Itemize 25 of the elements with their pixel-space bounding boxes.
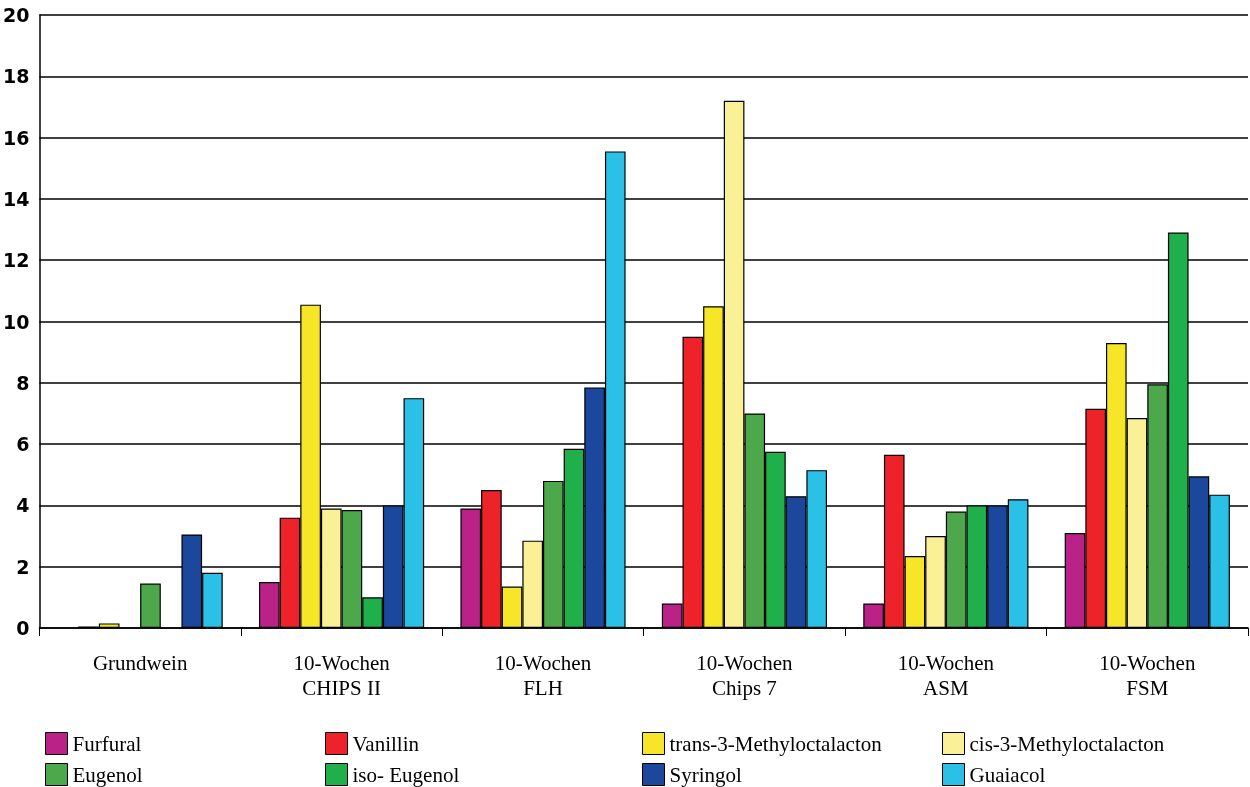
x-tick-label: 10-Wochen CHIPS II	[293, 650, 391, 700]
y-tick-label: 14	[2, 187, 30, 210]
y-tick-label: 16	[2, 126, 30, 149]
legend-label: Vanillin	[352, 731, 420, 756]
legend-label: Furfural	[72, 731, 142, 756]
y-tick-label: 12	[2, 249, 30, 272]
y-tick-label: 6	[16, 433, 30, 456]
legend-label: trans-3-Methyloctalacton	[669, 731, 883, 756]
x-tick-label: 10-Wochen Chips 7	[696, 650, 794, 700]
y-tick-label: 2	[16, 555, 30, 578]
x-tick-label: 10-Wochen ASM	[897, 650, 995, 700]
x-tick-label: 10-Wochen FSM	[1099, 650, 1196, 700]
x-tick-label: Grundwein	[92, 650, 188, 675]
legend-label: cis-3-Methyloctalacton	[969, 731, 1165, 756]
legend-label: Syringol	[669, 762, 743, 787]
legend-label: iso- Eugenol	[352, 762, 460, 787]
y-tick-label: 8	[16, 371, 30, 394]
y-tick-label: 18	[2, 65, 30, 88]
legend-label: Guaiacol	[969, 762, 1046, 787]
y-tick-label: 20	[2, 4, 30, 26]
x-tick-label: 10-Wochen FLH	[494, 650, 592, 700]
y-tick-label: 4	[16, 494, 30, 517]
y-tick-label: 10	[2, 310, 30, 333]
y-tick-label: 0	[16, 617, 30, 639]
legend-label: Eugenol	[72, 762, 143, 787]
